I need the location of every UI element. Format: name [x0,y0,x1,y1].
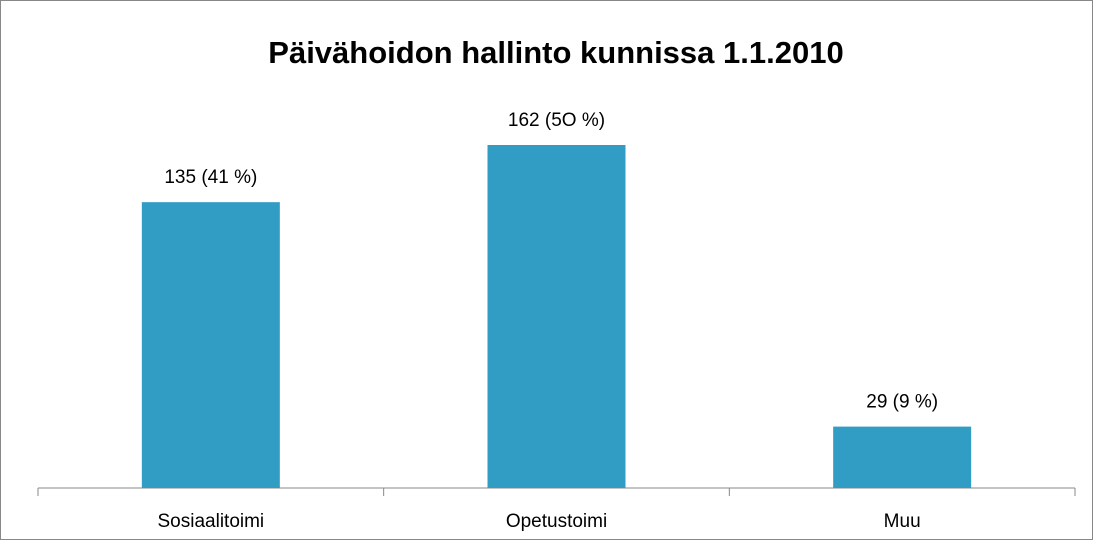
bar [487,145,626,488]
bar [833,426,972,488]
data-label: 162 (5O %) [508,110,605,131]
data-label: 135 (41 %) [164,167,257,188]
x-tick-label: Muu [884,511,921,532]
chart-title: Päivähoidon hallinto kunnissa 1.1.2010 [268,35,843,70]
x-tick-label: Sosiaalitoimi [158,511,265,532]
data-label: 29 (9 %) [866,392,938,413]
bar [141,202,280,488]
x-tick-label: Opetustoimi [506,511,607,532]
